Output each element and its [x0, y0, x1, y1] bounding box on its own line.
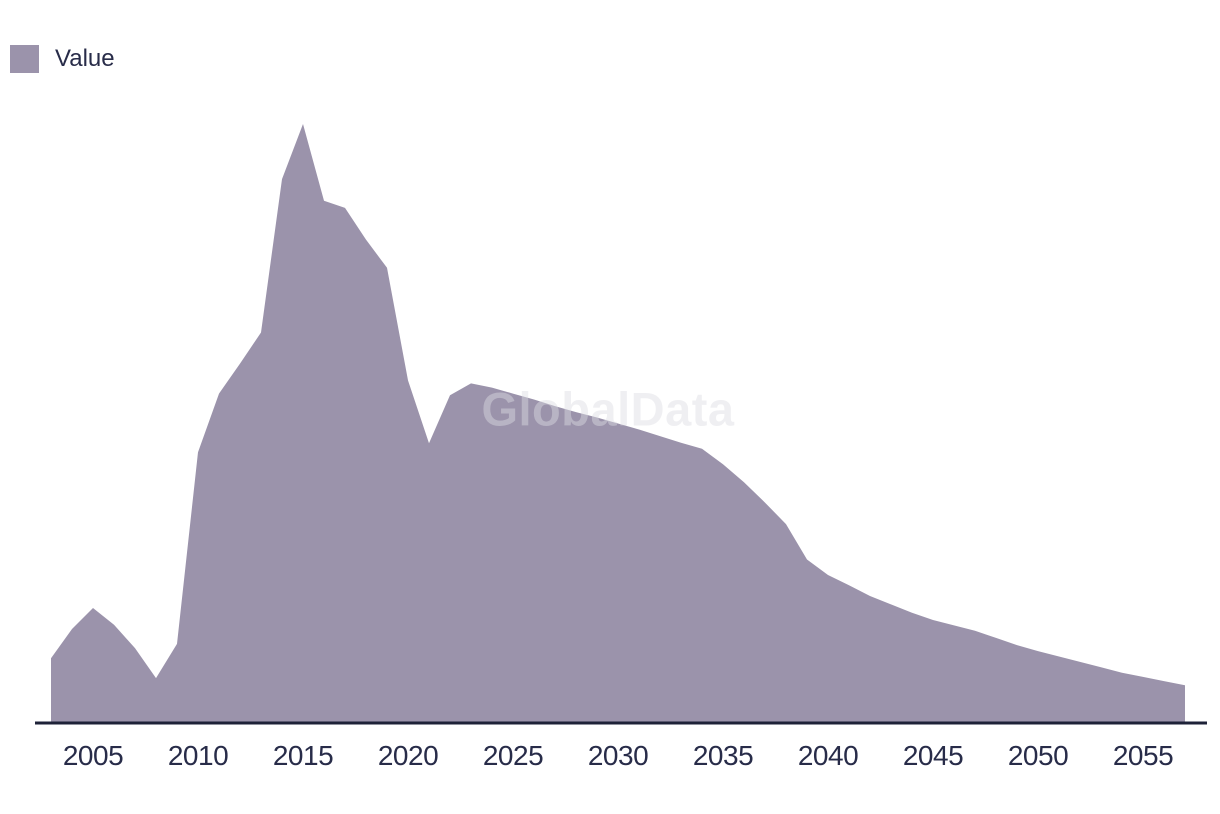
x-axis-line: [35, 721, 1207, 725]
x-tick-label: 2015: [272, 740, 334, 771]
legend-swatch-value: [10, 45, 39, 73]
x-tick-label: 2020: [377, 740, 439, 771]
x-tick-label: 2035: [692, 740, 754, 771]
legend-label-value: Value: [55, 45, 115, 72]
x-tick-label: 2025: [482, 740, 544, 771]
x-tick-label: 2045: [902, 740, 964, 771]
x-tick-label: 2010: [167, 740, 229, 771]
x-tick-label: 2050: [1007, 740, 1069, 771]
legend: Value: [10, 45, 115, 73]
x-tick-label: 2005: [62, 740, 124, 771]
x-tick-label: 2055: [1112, 740, 1174, 771]
x-tick-label: 2040: [797, 740, 859, 771]
area-series-value: [51, 124, 1185, 723]
x-tick-label: 2030: [587, 740, 649, 771]
